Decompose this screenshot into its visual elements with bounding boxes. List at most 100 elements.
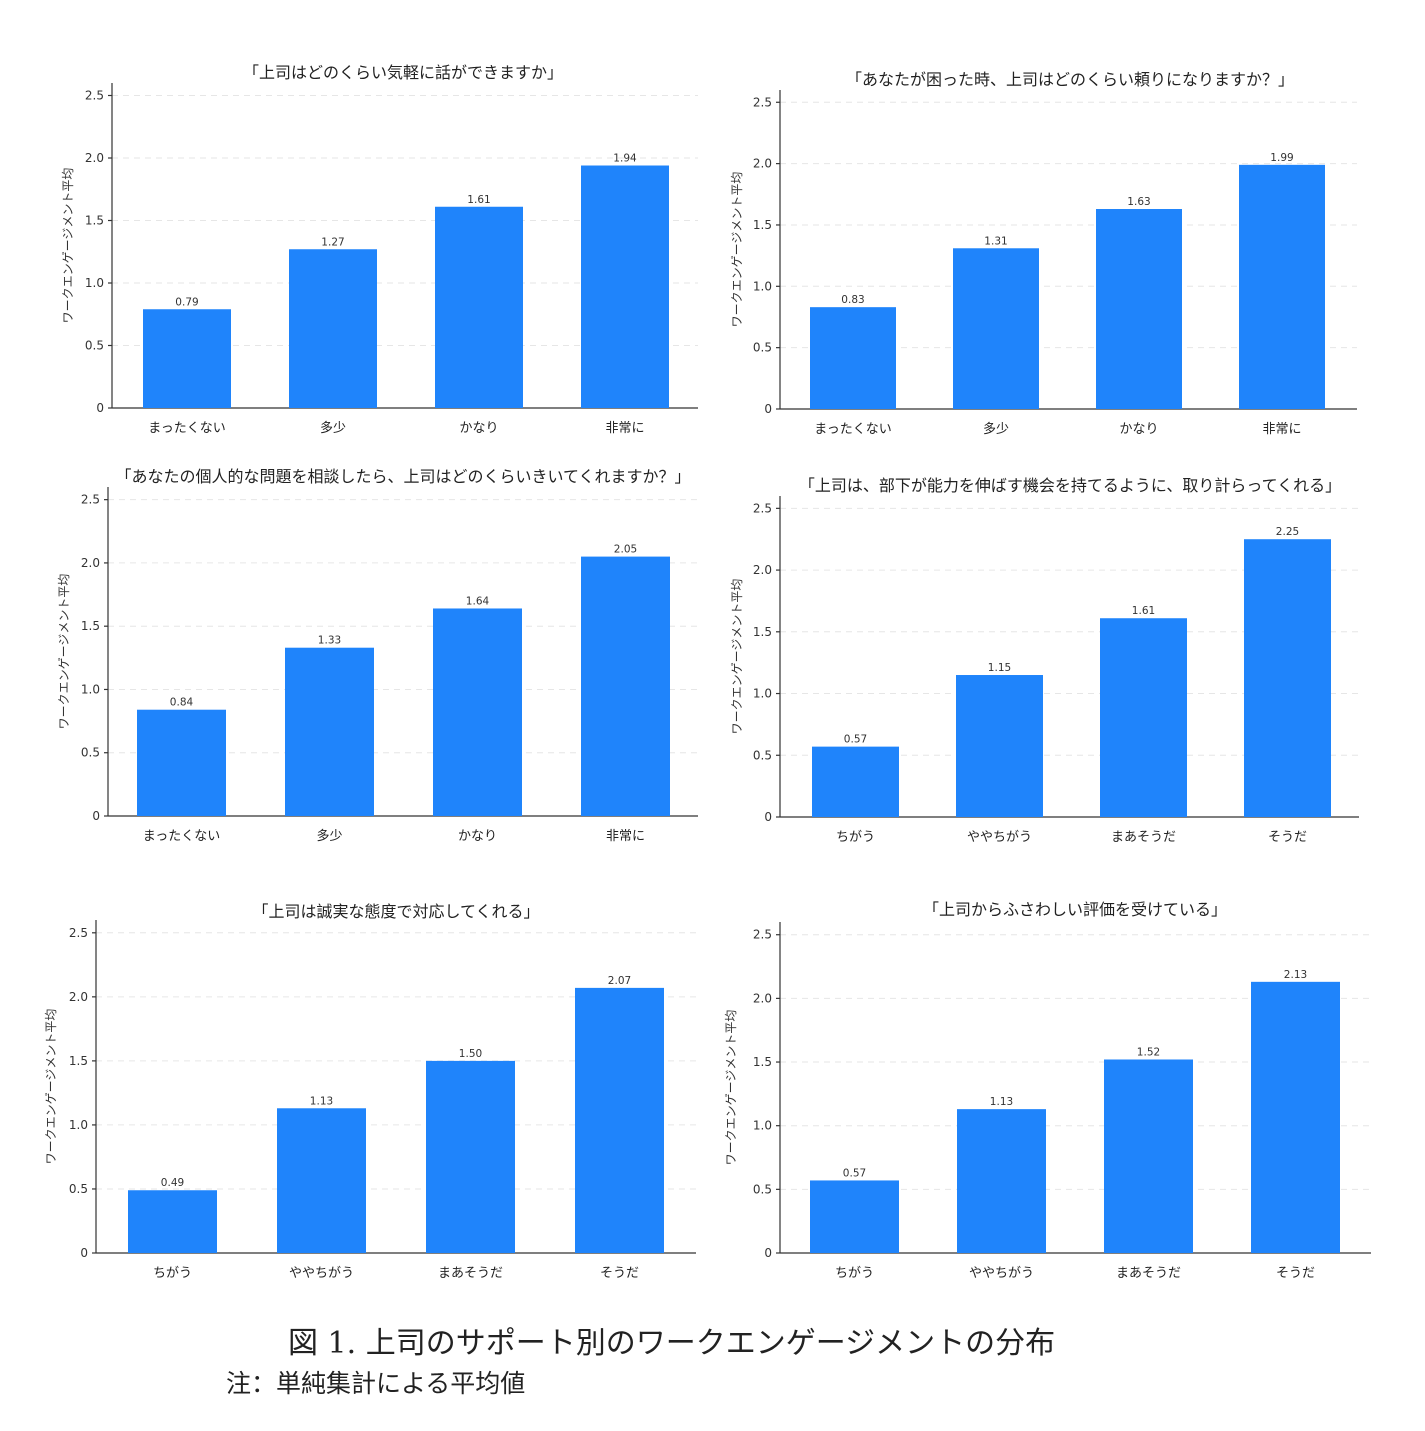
x-category-label: 多少	[983, 421, 1009, 437]
y-tick-label: 0	[764, 810, 772, 824]
bar-value-label: 1.33	[318, 635, 341, 647]
chart-panel-5: 0 0.5 1.0 1.5 2.0 2.5 0.49 ちがう 1.13 ややちがう 1.50 まあそう…	[44, 902, 696, 1281]
y-axis-label: ワークエンゲージメント平均	[61, 168, 75, 324]
y-tick-label: 2.0	[753, 991, 772, 1005]
bar-value-label: 0.84	[170, 697, 194, 709]
x-category-label: ややちがう	[289, 1266, 354, 1281]
bar-value-label: 0.57	[843, 1167, 866, 1179]
y-axis-label: ワークエンゲージメント平均	[44, 1009, 58, 1165]
x-category-label: ちがう	[835, 1266, 874, 1281]
y-tick-label: 1.0	[69, 1118, 88, 1132]
bar-value-label: 1.52	[1137, 1046, 1160, 1058]
y-tick-label: 2.0	[69, 990, 88, 1004]
bar	[957, 1109, 1046, 1253]
y-tick-label: 1.5	[85, 214, 104, 228]
bar-value-label: 2.13	[1284, 969, 1307, 981]
bar	[289, 249, 377, 408]
bar	[956, 675, 1043, 817]
bar-value-label: 0.57	[844, 734, 867, 746]
y-tick-label: 0.5	[85, 339, 104, 353]
x-category-label: そうだ	[1276, 1266, 1315, 1281]
bar	[137, 709, 226, 816]
x-category-label: 多少	[320, 420, 346, 436]
y-axis-label: ワークエンゲージメント平均	[730, 172, 744, 328]
y-tick-label: 0	[764, 402, 772, 416]
y-tick-label: 2.5	[753, 928, 772, 942]
y-tick-label: 2.5	[81, 493, 100, 507]
bar-value-label: 1.63	[1127, 196, 1150, 208]
chart-panel-3: 0 0.5 1.0 1.5 2.0 2.5 0.84 まったくない 1.33 多少 1.64 かなり 2…	[57, 467, 698, 844]
bar-value-label: 2.05	[614, 544, 637, 556]
chart-title: 「上司からふさわしい評価を受けている」	[923, 900, 1227, 919]
chart-title: 「あなたが困った時、上司はどのくらい頼りになりますか？」	[846, 70, 1294, 89]
x-category-label: まったくない	[148, 421, 225, 436]
y-tick-label: 1.0	[753, 279, 772, 293]
y-tick-label: 1.5	[81, 619, 100, 633]
bar	[1104, 1059, 1193, 1253]
bar-value-label: 1.31	[984, 235, 1007, 247]
bar	[285, 647, 374, 816]
y-tick-label: 0.5	[753, 341, 772, 355]
bar	[1100, 618, 1187, 817]
y-tick-label: 1.0	[753, 1119, 772, 1133]
y-tick-label: 0.5	[753, 1182, 772, 1196]
bar	[1244, 539, 1331, 817]
chart-title: 「上司はどのくらい気軽に話ができますか」	[243, 63, 563, 82]
x-category-label: 非常に	[606, 829, 645, 844]
bar	[575, 987, 664, 1253]
y-tick-label: 0	[92, 809, 100, 823]
bar-value-label: 1.61	[467, 194, 490, 206]
y-tick-label: 2.5	[69, 926, 88, 940]
y-tick-label: 2.5	[85, 89, 104, 103]
bar-value-label: 1.13	[310, 1095, 333, 1107]
bar	[426, 1060, 515, 1253]
y-tick-label: 2.0	[81, 556, 100, 570]
x-category-label: そうだ	[1268, 830, 1307, 845]
bar	[810, 1180, 899, 1253]
y-tick-label: 2.5	[753, 95, 772, 109]
bar	[1096, 209, 1182, 409]
bar	[812, 746, 899, 817]
x-category-label: まったくない	[814, 422, 891, 437]
bar	[810, 307, 896, 409]
x-category-label: ちがう	[836, 830, 875, 845]
figure-note: 注：単純集計による平均値	[226, 1369, 526, 1398]
x-category-label: かなり	[1119, 422, 1158, 437]
chart-svg: 0 0.5 1.0 1.5 2.0 2.5 0.79 まったくない 1.27 多少 1.61 かなり 1…	[61, 63, 698, 436]
y-tick-label: 2.5	[753, 501, 772, 515]
chart-svg: 0 0.5 1.0 1.5 2.0 2.5 0.57 ちがう 1.13 ややちがう 1.52 まあそう…	[724, 900, 1371, 1281]
x-category-label: 非常に	[1262, 422, 1301, 437]
chart-title: 「上司は、部下が能力を伸ばす機会を持てるように、取り計らってくれる」	[799, 476, 1341, 495]
y-tick-label: 1.5	[753, 1055, 772, 1069]
bar-value-label: 1.99	[1270, 152, 1293, 164]
y-tick-label: 0	[96, 401, 104, 415]
bar-value-label: 0.83	[841, 294, 864, 306]
x-category-label: まあそうだ	[438, 1266, 503, 1281]
bar	[953, 248, 1039, 409]
bar-value-label: 1.94	[613, 153, 637, 165]
figure-caption: 図 1. 上司のサポート別のワークエンゲージメントの分布	[288, 1326, 1056, 1361]
x-category-label: ややちがう	[967, 830, 1032, 845]
y-axis-label: ワークエンゲージメント平均	[724, 1010, 738, 1166]
chart-svg: 0 0.5 1.0 1.5 2.0 2.5 0.57 ちがう 1.15 ややちがう 1.61 まあそう…	[730, 476, 1359, 845]
x-category-label: かなり	[459, 421, 498, 436]
bar-value-label: 1.64	[466, 595, 490, 607]
bar	[1251, 981, 1340, 1253]
bar-value-label: 1.50	[459, 1048, 482, 1060]
y-tick-label: 1.0	[85, 276, 104, 290]
bar	[1239, 164, 1325, 409]
chart-title: 「上司は誠実な態度で対応してくれる」	[252, 902, 539, 921]
bar	[581, 165, 669, 408]
x-category-label: まあそうだ	[1111, 830, 1176, 845]
x-category-label: ちがう	[153, 1266, 192, 1281]
bar-value-label: 1.61	[1132, 605, 1155, 617]
chart-panel-2: 0 0.5 1.0 1.5 2.0 2.5 0.83 まったくない 1.31 多少 1.63 かなり 1…	[730, 70, 1357, 437]
x-category-label: まったくない	[143, 829, 220, 844]
y-tick-label: 0.5	[69, 1182, 88, 1196]
bar-value-label: 0.49	[161, 1177, 184, 1189]
y-axis-label: ワークエンゲージメント平均	[57, 574, 71, 730]
y-tick-label: 1.0	[753, 687, 772, 701]
chart-svg: 0 0.5 1.0 1.5 2.0 2.5 0.83 まったくない 1.31 多少 1.63 かなり 1…	[730, 70, 1357, 437]
x-category-label: 多少	[316, 828, 342, 844]
bar-value-label: 1.13	[990, 1096, 1013, 1108]
